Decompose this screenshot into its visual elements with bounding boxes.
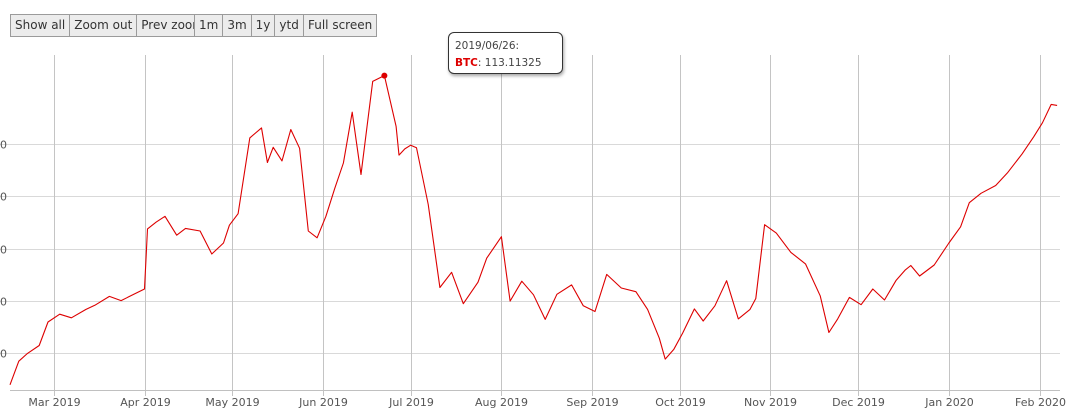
range-button-group: 1m 3m 1y ytd <box>194 14 304 37</box>
zoom-button-group: Show all Zoom out Prev zoom <box>10 14 209 37</box>
x-tick-label: Dec 2019 <box>832 396 885 408</box>
y-tick-label: 70 <box>0 296 7 309</box>
tooltip-date: 2019/06/26: <box>455 40 520 52</box>
x-tick-label: Aug 2019 <box>475 396 528 408</box>
hover-point-marker[interactable] <box>381 72 388 79</box>
grid-lines <box>0 55 1060 390</box>
show-all-button[interactable]: Show all <box>11 15 71 36</box>
tooltip-value: 113.11325 <box>484 57 542 69</box>
prev-zoom-button[interactable]: Prev zoom <box>141 18 204 32</box>
x-tick-label: Feb 2020 <box>1015 396 1066 408</box>
range-ytd-button[interactable]: ytd <box>279 18 299 32</box>
full-screen-button[interactable]: Full screen <box>308 18 373 32</box>
x-tick-label: Oct 2019 <box>655 396 706 408</box>
range-3m-button[interactable]: 3m <box>223 15 252 36</box>
series-layer <box>9 72 1058 385</box>
y-tick-label: 80 <box>0 244 7 257</box>
x-tick-label: Sep 2019 <box>566 396 618 408</box>
x-tick-label: Nov 2019 <box>744 396 797 408</box>
x-tick-label: Jun 2019 <box>298 396 348 408</box>
tooltip-value-row: BTC: 113.11325 <box>455 55 556 72</box>
x-tick-label: Jan 2020 <box>924 396 973 408</box>
x-tick-label: Mar 2019 <box>28 396 80 408</box>
fullscreen-button-group: Full screen <box>303 14 378 37</box>
range-1m-button[interactable]: 1m <box>195 15 224 36</box>
zoom-out-button[interactable]: Zoom out <box>70 15 138 36</box>
y-tick-label: 60 <box>0 348 7 361</box>
chart-tooltip: 2019/06/26: BTC: 113.11325 <box>448 32 563 74</box>
x-axis: Mar 2019 Apr 2019 May 2019 Jun 2019 Jul 2019… <box>10 390 1066 408</box>
series-line-btc[interactable] <box>9 75 1058 385</box>
x-tick-label: Jul 2019 <box>388 396 434 408</box>
y-tick-label: 100 <box>0 139 7 152</box>
range-1y-button[interactable]: 1y <box>252 15 276 36</box>
y-tick-label: 90 <box>0 191 7 204</box>
tooltip-series-name: BTC <box>455 57 478 69</box>
x-tick-label: May 2019 <box>205 396 259 408</box>
tooltip-separator: : <box>477 57 485 69</box>
y-axis: 60 70 80 90 100 <box>0 139 7 361</box>
x-tick-label: Apr 2019 <box>120 396 171 408</box>
